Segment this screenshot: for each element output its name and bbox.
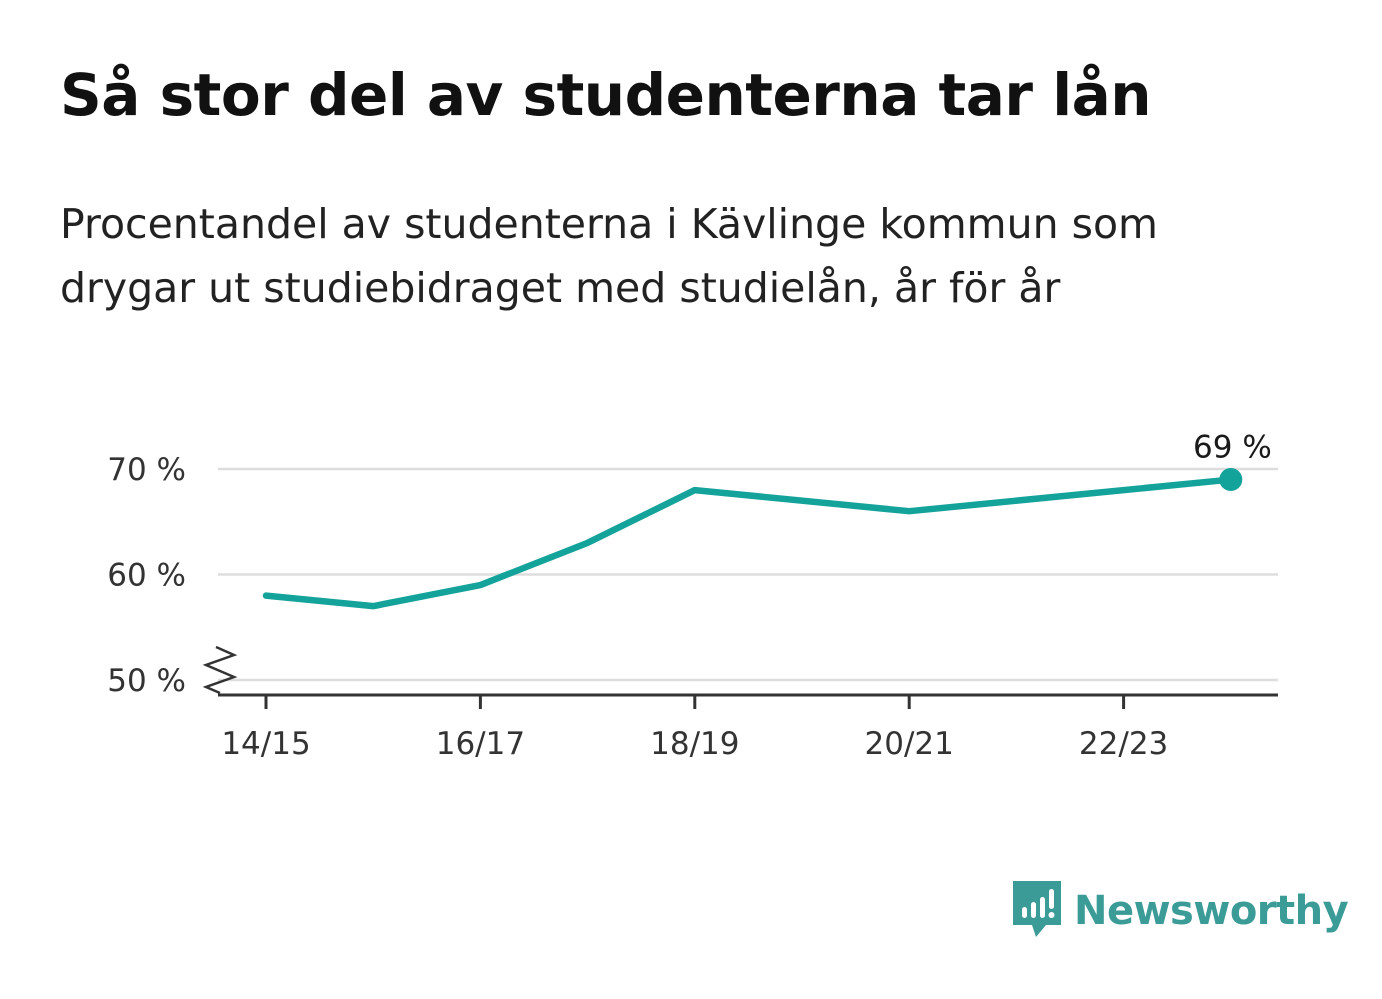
last-value-label: 69 % [1193, 430, 1272, 466]
y-tick-label: 50 % [107, 663, 186, 699]
series-layer: 69 % [262, 430, 1272, 610]
chart-title: Så stor del av studenterna tar lån [60, 61, 1152, 129]
newsworthy-logo-icon [1010, 878, 1064, 944]
x-tick-label: 18/19 [650, 726, 739, 762]
axis-break-mark [202, 645, 238, 695]
gridlines [202, 467, 1278, 695]
y-tick-label: 60 % [107, 558, 186, 594]
brand: Newsworthy [1010, 878, 1349, 944]
x-tick-label: 16/17 [436, 726, 525, 762]
last-data-point [1219, 468, 1243, 492]
x-tick-label: 20/21 [865, 726, 954, 762]
series-line [262, 476, 1235, 610]
y-tick-label: 70 % [107, 452, 186, 488]
brand-name: Newsworthy [1074, 888, 1349, 934]
x-axis-ticks: 14/15 16/17 18/19 20/21 22/23 [221, 695, 1168, 762]
chart-subtitle: Procentandel av studenterna i Kävlinge k… [60, 200, 1158, 312]
x-tick-label: 22/23 [1079, 726, 1168, 762]
y-axis-ticks: 50 % 60 % 70 % [107, 452, 186, 699]
x-tick-label: 14/15 [221, 726, 310, 762]
